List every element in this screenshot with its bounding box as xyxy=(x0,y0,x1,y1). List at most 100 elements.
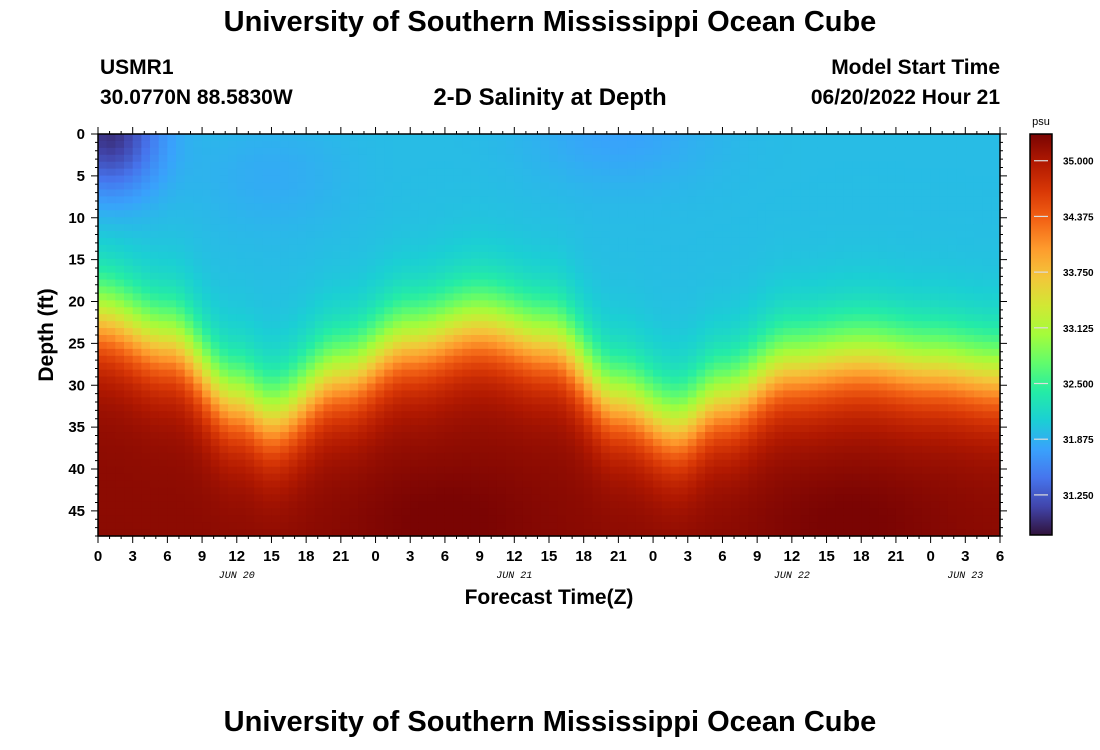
heatmap-cell xyxy=(566,224,576,232)
heatmap-cell xyxy=(358,258,368,267)
heatmap-cell xyxy=(557,279,567,288)
heatmap-cell xyxy=(757,341,767,350)
heatmap-cell xyxy=(124,445,134,454)
heatmap-cell xyxy=(167,147,177,156)
heatmap-cell xyxy=(210,418,221,426)
heatmap-cell xyxy=(670,459,680,468)
heatmap-cell xyxy=(791,244,802,253)
heatmap-cell xyxy=(635,196,645,204)
heatmap-cell xyxy=(202,168,212,177)
heatmap-cell xyxy=(193,494,203,502)
heatmap-cell xyxy=(609,522,619,530)
heatmap-cell xyxy=(202,459,212,468)
heatmap-cell xyxy=(531,501,541,509)
heatmap-cell xyxy=(583,182,593,191)
heatmap-cell xyxy=(115,411,125,419)
heatmap-cell xyxy=(176,480,186,489)
heatmap-cell xyxy=(687,369,698,378)
heatmap-cell xyxy=(332,314,342,322)
heatmap-cell xyxy=(106,438,116,447)
heatmap-cell xyxy=(132,258,142,267)
heatmap-cell xyxy=(800,175,810,184)
heatmap-cell xyxy=(349,411,359,419)
heatmap-cell xyxy=(340,348,351,357)
heatmap-cell xyxy=(670,335,680,343)
heatmap-cell xyxy=(496,335,507,343)
heatmap-cell xyxy=(375,210,385,218)
heatmap-cell xyxy=(236,321,247,329)
heatmap-cell xyxy=(687,515,698,523)
heatmap-cell xyxy=(115,203,125,211)
heatmap-cell xyxy=(427,397,437,405)
heatmap-cell xyxy=(670,161,680,170)
heatmap-cell xyxy=(783,321,793,329)
heatmap-cell xyxy=(106,335,116,343)
heatmap-cell xyxy=(462,321,472,329)
heatmap-cell xyxy=(314,390,325,398)
heatmap-cell xyxy=(410,501,420,509)
heatmap-cell xyxy=(696,314,706,322)
heatmap-cell xyxy=(757,508,767,516)
heatmap-cell xyxy=(549,203,559,211)
heatmap-cell xyxy=(609,272,619,281)
heatmap-cell xyxy=(531,154,541,163)
heatmap-cell xyxy=(418,459,429,468)
heatmap-cell xyxy=(444,314,455,322)
heatmap-cell xyxy=(427,293,437,301)
heatmap-cell xyxy=(436,369,446,378)
heatmap-cell xyxy=(618,494,628,502)
heatmap-cell xyxy=(826,383,836,392)
heatmap-cell xyxy=(106,362,116,371)
heatmap-cell xyxy=(661,189,672,197)
heatmap-cell xyxy=(366,328,377,336)
heatmap-cell xyxy=(592,134,602,142)
heatmap-cell xyxy=(757,418,767,426)
heatmap-cell xyxy=(132,251,142,260)
heatmap-cell xyxy=(713,321,724,329)
heatmap-cell xyxy=(627,501,637,509)
heatmap-cell xyxy=(410,397,420,405)
heatmap-cell xyxy=(765,508,776,516)
heatmap-cell xyxy=(158,258,168,267)
heatmap-cell xyxy=(479,182,489,191)
heatmap-cell xyxy=(575,480,585,489)
heatmap-cell xyxy=(236,473,247,482)
heatmap-cell xyxy=(653,369,663,378)
heatmap-cell xyxy=(453,529,463,537)
heatmap-cell xyxy=(757,355,767,364)
heatmap-cell xyxy=(731,196,741,204)
heatmap-cell xyxy=(809,341,819,350)
heatmap-cell xyxy=(167,210,177,218)
heatmap-cell xyxy=(323,203,333,211)
heatmap-cell xyxy=(193,168,203,177)
heatmap-cell xyxy=(722,473,732,482)
heatmap-cell xyxy=(522,438,533,447)
chart-subtitle: 2-D Salinity at Depth xyxy=(433,84,667,111)
heatmap-cell xyxy=(653,466,663,475)
heatmap-cell xyxy=(340,501,351,509)
heatmap-cell xyxy=(470,348,481,357)
heatmap-cell xyxy=(193,473,203,482)
heatmap-cell xyxy=(427,411,437,419)
heatmap-cell xyxy=(679,494,689,502)
heatmap-cell xyxy=(280,147,290,156)
heatmap-cell xyxy=(583,473,593,482)
heatmap-cell xyxy=(791,237,802,246)
heatmap-cell xyxy=(453,515,463,523)
heatmap-cell xyxy=(661,279,672,288)
heatmap-cell xyxy=(470,286,481,295)
heatmap-cell xyxy=(722,445,732,454)
heatmap-cell xyxy=(514,196,524,204)
heatmap-cell xyxy=(340,244,351,253)
heatmap-cell xyxy=(705,341,715,350)
heatmap-cell xyxy=(375,154,385,163)
heatmap-cell xyxy=(557,147,567,156)
heatmap-cell xyxy=(184,438,194,447)
heatmap-cell xyxy=(540,300,550,308)
heatmap-cell xyxy=(306,418,316,426)
heatmap-cell xyxy=(566,341,576,350)
heatmap-cell xyxy=(210,279,221,288)
heatmap-cell xyxy=(245,279,255,288)
heatmap-cell xyxy=(262,501,273,509)
heatmap-cell xyxy=(670,258,680,267)
